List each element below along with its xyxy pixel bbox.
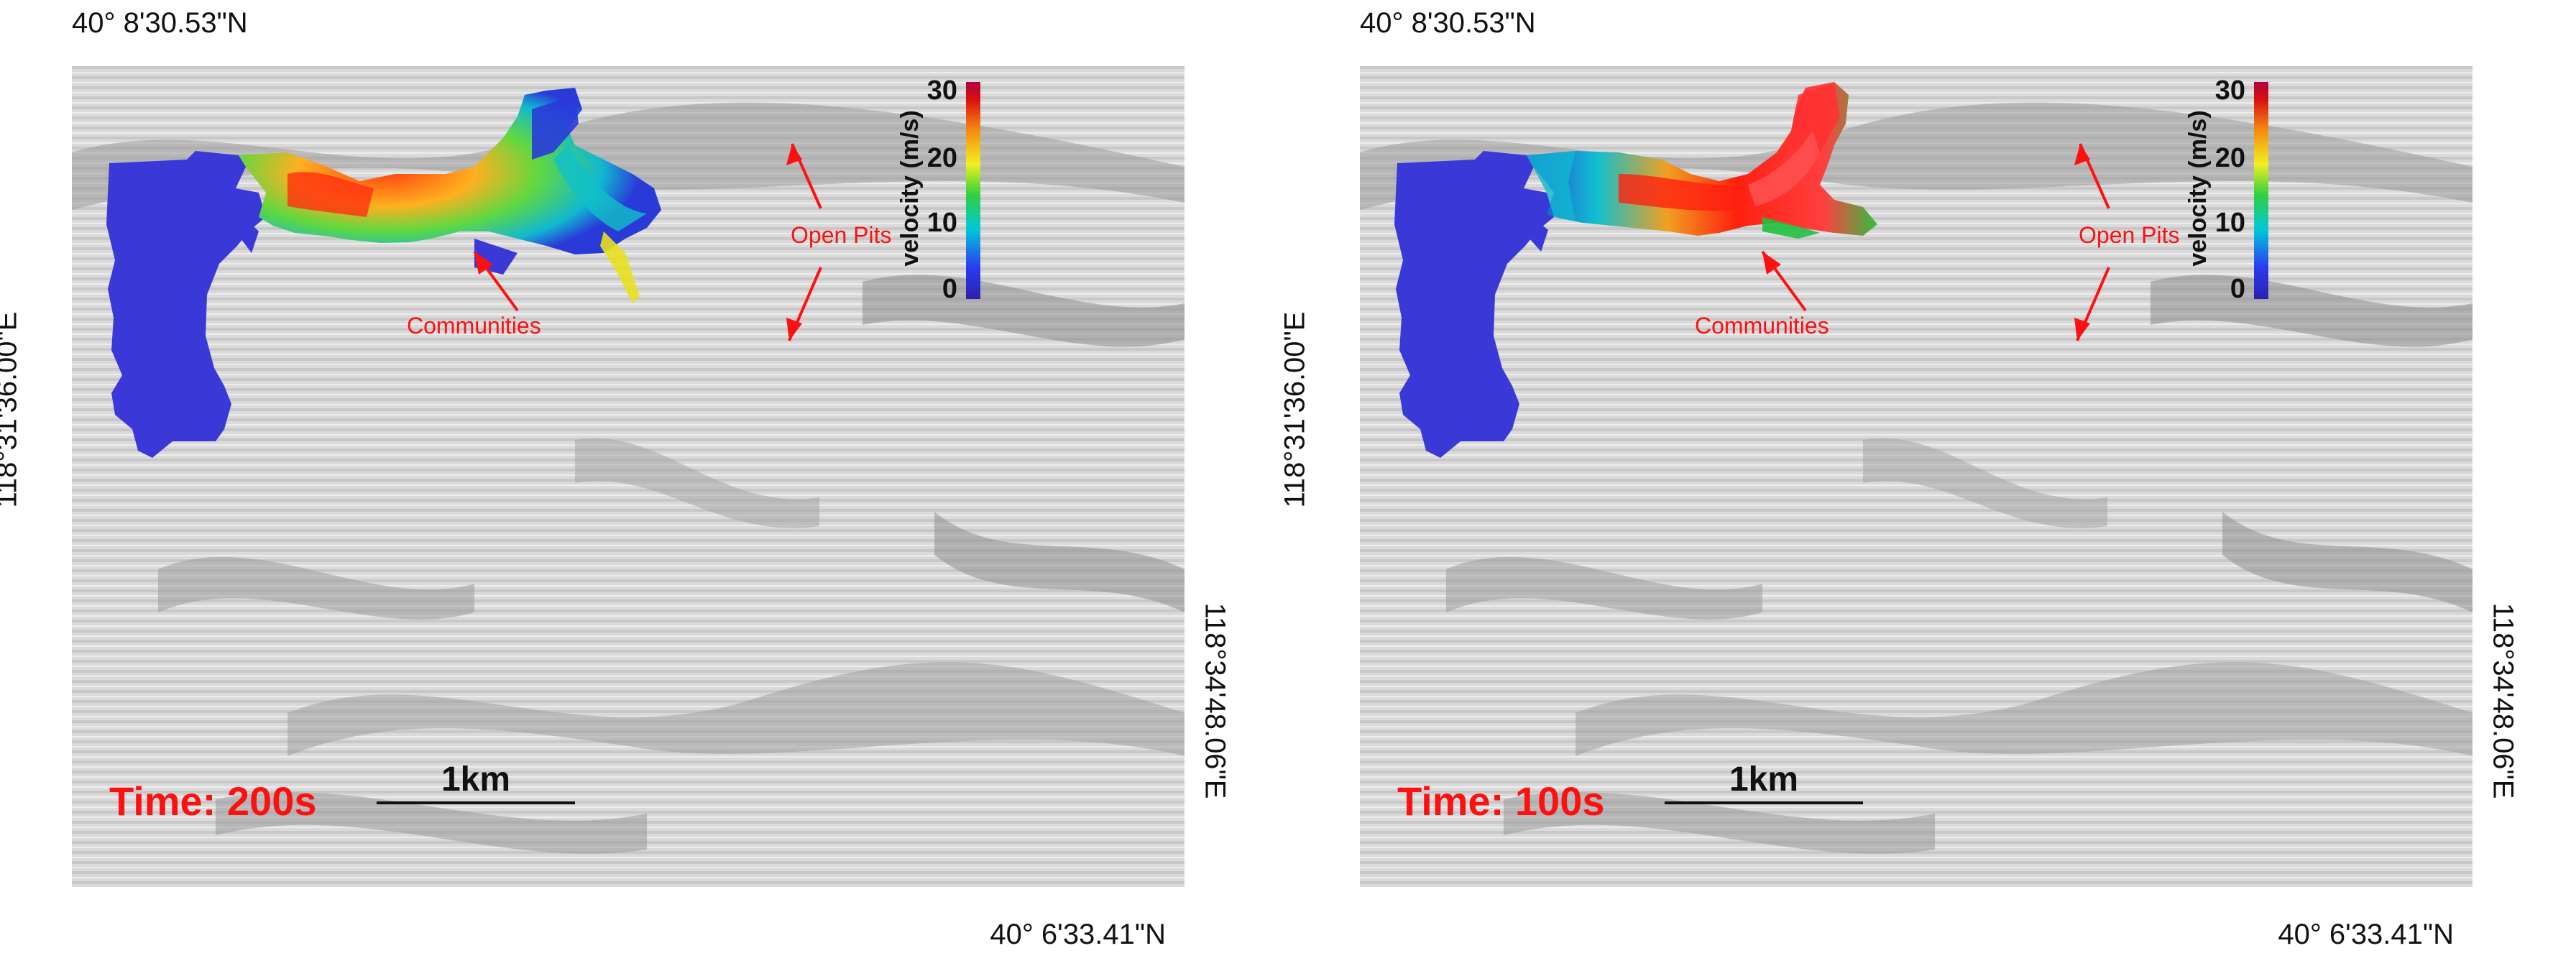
legend-title: velocity (m/s) [2184,110,2212,266]
coord-right-longitude: 118°34'48.06"E [1199,602,1231,799]
terrain-ridges [1360,102,2472,854]
label-communities: Communities [1695,313,1829,339]
label-communities: Communities [407,313,541,339]
legend-tick-20: 20 [2215,143,2245,173]
velocity-legend: 30 20 10 0 velocity (m/s) [896,75,980,304]
time-label: Time: 200s [109,778,316,824]
map-panel-100s: 40° 8'30.53"N 118°31'36.00"E [1279,0,2576,961]
annotations: Open Pits Communities Time: 100s 1km [1397,143,2180,824]
legend-tick-0: 0 [942,274,957,304]
flow-map: 30 20 10 0 velocity (m/s) Open Pits Comm… [1360,66,2472,887]
label-open-pits: Open Pits [2079,222,2180,248]
reservoir-area [106,151,266,458]
scale-label: 1km [1729,760,1798,799]
coord-bottom-latitude: 40° 6'33.41"N [2278,919,2454,950]
map-panel-200s: 40° 8'30.53"N 118°31'36.00"E [0,7,1231,950]
coord-right-longitude: 118°34'48.06"E [2487,602,2519,799]
coord-bottom-latitude: 40° 6'33.41"N [990,919,1166,950]
legend-tick-10: 10 [927,208,957,238]
flow-map-canvas: 30 20 10 0 velocity (m/s) Open Pits Comm… [1360,66,2472,887]
flow-map-canvas: 30 20 10 0 velocity (m/s) Open Pits Comm… [72,66,1184,887]
legend-tick-0: 0 [2230,274,2245,304]
legend-tick-30: 30 [927,75,957,106]
time-label: Time: 100s [1397,778,1604,824]
coord-left-longitude: 118°31'36.00"E [0,311,23,508]
velocity-legend: 30 20 10 0 velocity (m/s) [2184,75,2268,304]
debris-flow [1527,82,1877,236]
scale-label: 1km [441,760,510,799]
legend-tick-10: 10 [2215,208,2245,238]
coord-left-longitude: 118°31'36.00"E [1279,311,1311,508]
annotations: Open Pits Communities Time: 200s 1km [109,143,892,824]
reservoir-area [1394,151,1554,458]
label-open-pits: Open Pits [791,222,892,248]
coord-top-latitude: 40° 8'30.53"N [72,7,248,39]
velocity-colorbar [2254,82,2268,299]
coord-top-latitude: 40° 8'30.53"N [1360,7,1536,39]
legend-title: velocity (m/s) [896,110,924,266]
flow-map: 30 20 10 0 velocity (m/s) Open Pits Comm… [72,66,1184,887]
terrain-ridges [72,102,1184,854]
legend-tick-30: 30 [2215,75,2245,106]
velocity-colorbar [966,82,980,299]
legend-tick-20: 20 [927,143,957,173]
